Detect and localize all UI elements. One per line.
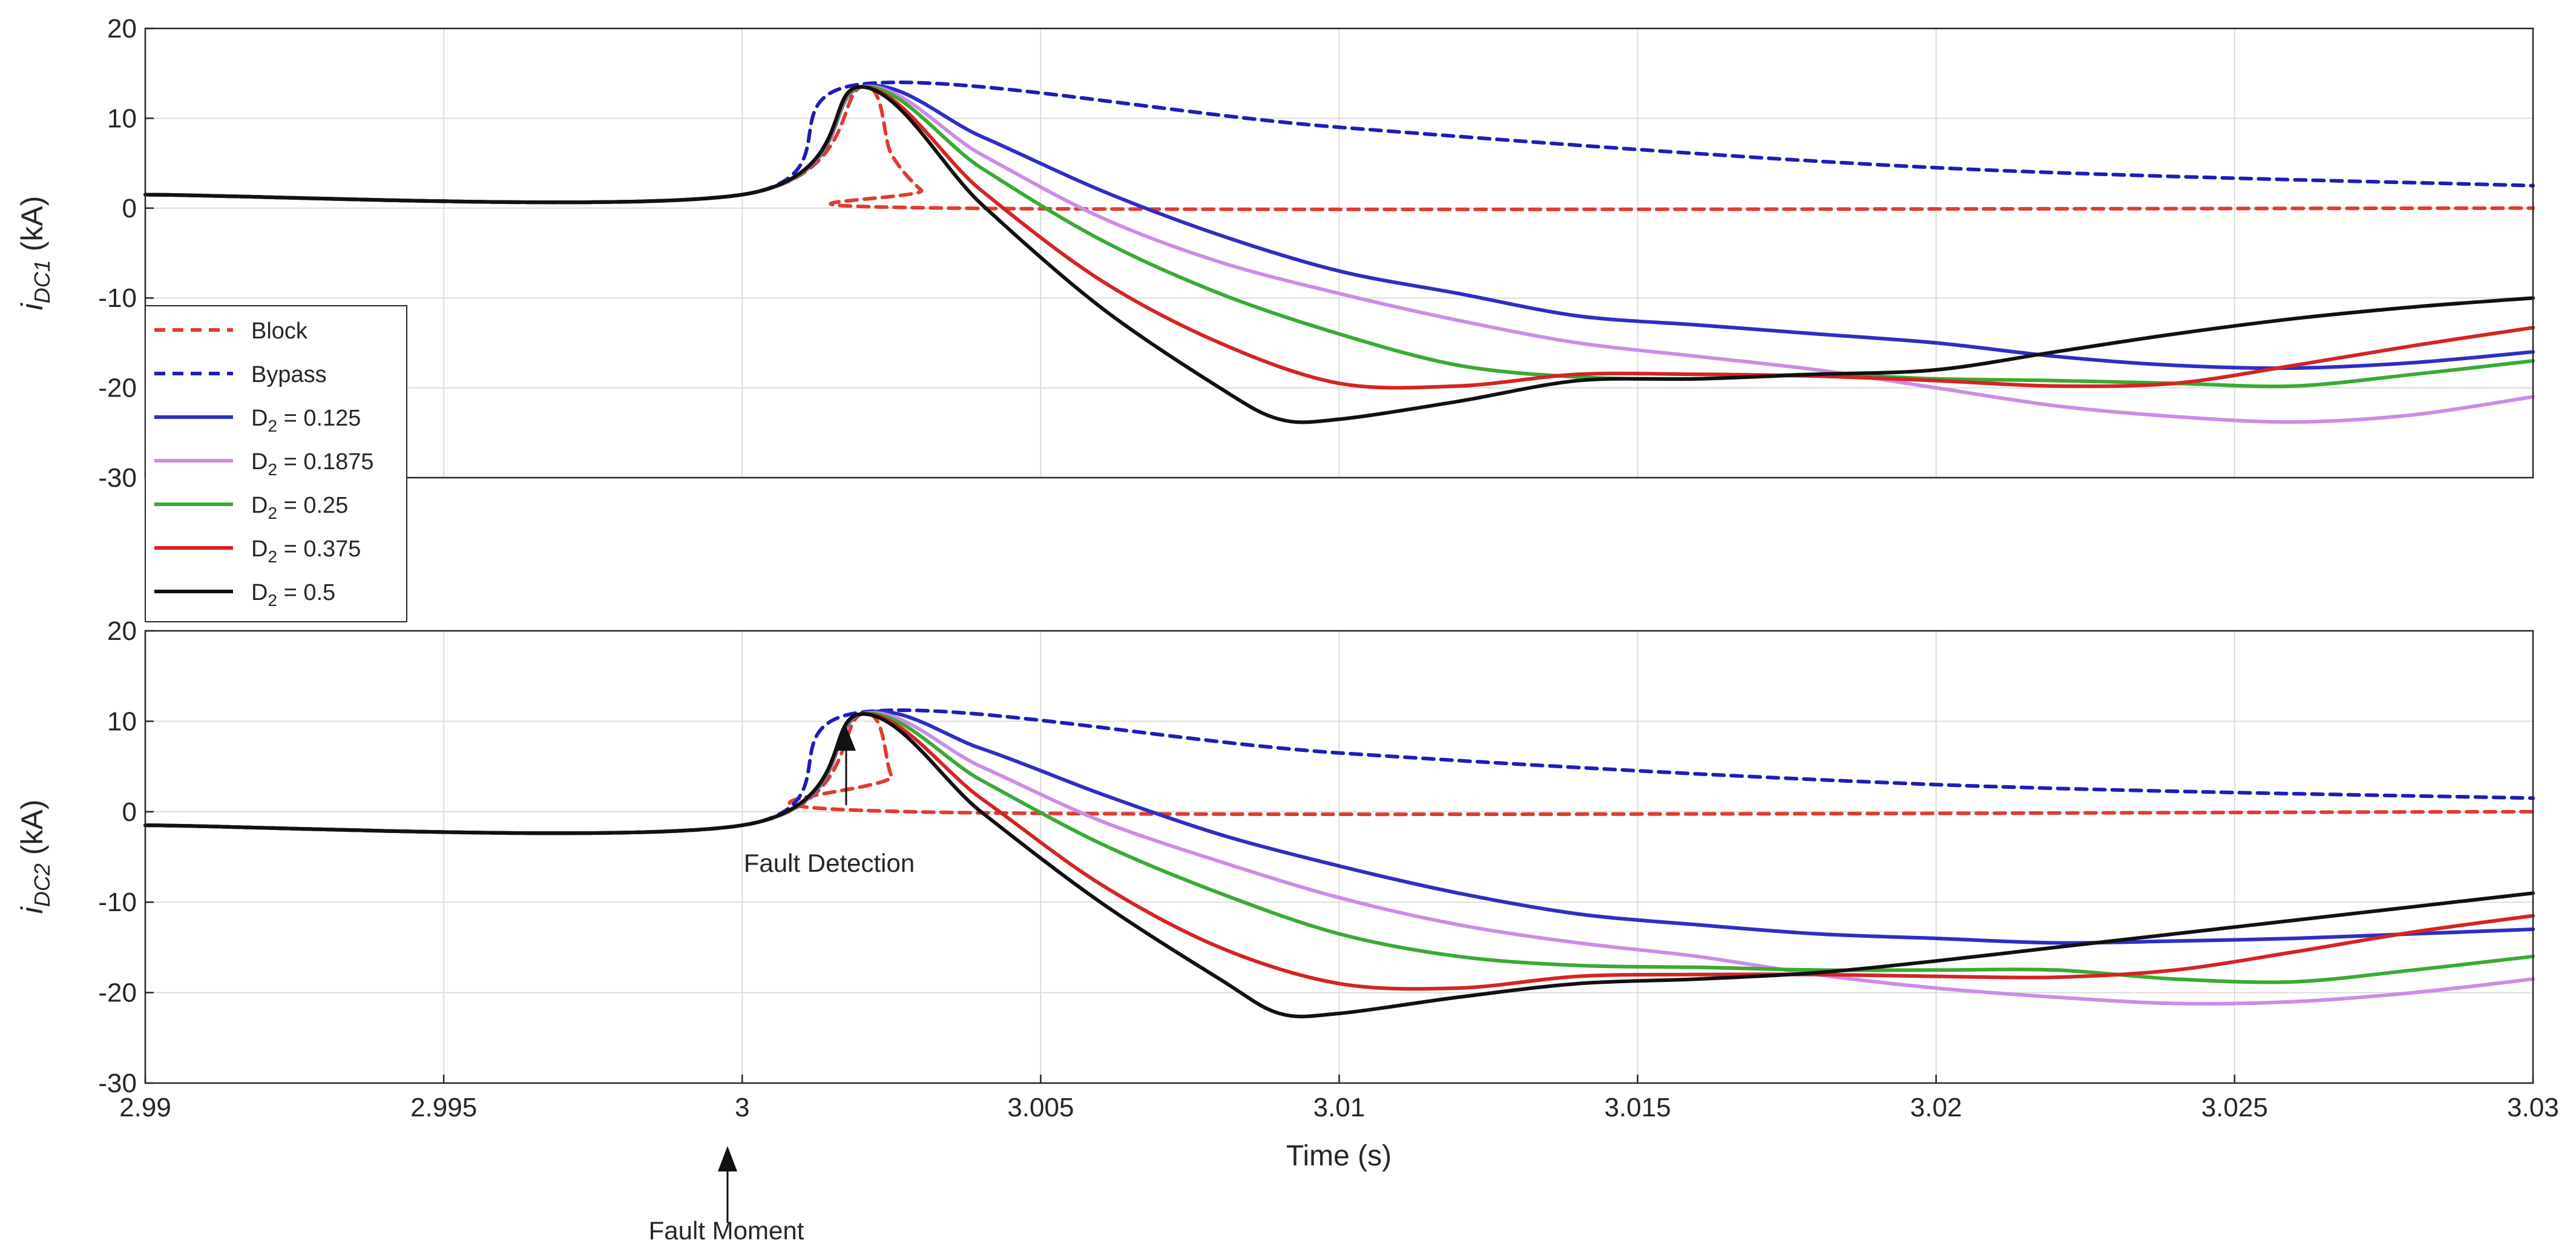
legend-label-1: Bypass: [251, 362, 327, 387]
bottom-ylabel-sub: DC2: [30, 863, 54, 907]
legend-label-main-2: D: [251, 406, 268, 431]
bottom-x-ticks: 2.99 2.995 3 3.005 3.01 3.015 3.02 3.025 3.03: [119, 1075, 2559, 1122]
bottom-xtick-label-2: 3: [735, 1093, 749, 1122]
fault-detection-arrowhead: [836, 726, 856, 751]
legend-label-5: D2 = 0.375: [251, 536, 361, 566]
legend-label-tail-5: = 0.375: [277, 536, 361, 562]
legend-label-main-0: Block: [251, 318, 308, 344]
bottom-ylabel-unit: (kA): [15, 800, 49, 864]
bottom-y-axis-label: iDC2 (kA): [15, 800, 54, 914]
legend-label-3: D2 = 0.1875: [251, 449, 374, 479]
bottom-xtick-label-8: 3.03: [2507, 1093, 2559, 1122]
bottom-xtick-label-5: 3.015: [1605, 1093, 1671, 1122]
bottom-y-ticks: 20 10 0 -10 -20 -30: [98, 616, 154, 1098]
legend-label-2: D2 = 0.125: [251, 406, 361, 435]
x-axis-label: Time (s): [1286, 1140, 1392, 1172]
top-ytick-label-2: 0: [122, 194, 137, 223]
legend-label-tail-2: = 0.125: [277, 406, 361, 431]
bottom-ytick-label-2: 0: [122, 797, 137, 827]
top-ytick-label-4: -20: [98, 374, 137, 403]
top-series-block: [143, 84, 2535, 211]
bottom-xtick-label-0: 2.99: [119, 1093, 171, 1122]
fault-moment-label: Fault Moment: [649, 1216, 804, 1245]
legend-label-main-3: D: [251, 449, 268, 475]
fault-detection-label: Fault Detection: [744, 849, 915, 877]
legend-label-main-1: Bypass: [251, 362, 327, 387]
legend-label-sub-5: 2: [268, 547, 277, 566]
legend-label-main-5: D: [251, 536, 268, 562]
top-y-ticks: 20 10 0 -10 -20 -30: [98, 14, 154, 493]
top-ylabel-main: i: [15, 302, 49, 310]
top-ylabel-unit: (kA): [15, 196, 49, 260]
top-series-d2-0-5: [143, 85, 2535, 424]
top-y-axis-label: iDC1 (kA): [15, 196, 54, 311]
top-axes: 20 10 0 -10 -20 -30 iDC1 (kA): [15, 14, 2535, 493]
top-ytick-label-3: -10: [98, 283, 137, 313]
bottom-ytick-label-1: 10: [107, 707, 137, 736]
top-ylabel-sub: DC1: [30, 260, 54, 303]
bottom-ytick-label-3: -10: [98, 888, 137, 917]
bottom-axes: 20 10 0 -10 -20 -30 2.99 2.995 3 3.005 3.01 3.015 3…: [15, 616, 2559, 1172]
bottom-ylabel-main: i: [15, 906, 49, 914]
legend-label-sub-3: 2: [268, 460, 277, 479]
top-axes-frame: [144, 27, 2534, 479]
bottom-ytick-label-5: -30: [98, 1069, 137, 1098]
top-ytick-label-1: 10: [107, 104, 137, 133]
legend-box: [145, 305, 407, 622]
top-ytick-label-5: -30: [98, 463, 137, 493]
annotations: Fault Detection Fault Moment: [649, 726, 915, 1245]
legend-label-0: Block: [251, 318, 308, 344]
bottom-ytick-label-4: -20: [98, 978, 137, 1008]
legend-label-tail-6: = 0.5: [277, 580, 335, 605]
legend-label-sub-6: 2: [268, 591, 277, 610]
legend-label-sub-2: 2: [268, 417, 277, 435]
top-series: [143, 81, 2535, 424]
bottom-xtick-label-1: 2.995: [410, 1093, 477, 1122]
legend-label-4: D2 = 0.25: [251, 493, 348, 522]
bottom-xtick-label-3: 3.005: [1007, 1093, 1074, 1122]
bottom-series-d2-0-5: [143, 712, 2535, 1019]
legend-label-main-6: D: [251, 580, 268, 605]
bottom-xtick-label-7: 3.025: [2201, 1093, 2268, 1122]
legend-label-tail-3: = 0.1875: [277, 449, 374, 475]
legend-label-6: D2 = 0.5: [251, 580, 335, 610]
legend-label-sub-4: 2: [268, 504, 277, 522]
legend-label-main-4: D: [251, 493, 268, 518]
bottom-xtick-label-4: 3.01: [1313, 1093, 1365, 1122]
top-ytick-label-0: 20: [107, 14, 137, 44]
legend-label-tail-4: = 0.25: [277, 493, 348, 518]
bottom-ytick-label-0: 20: [107, 616, 137, 646]
bottom-xtick-label-6: 3.02: [1910, 1093, 1962, 1122]
fault-moment-arrowhead: [718, 1146, 737, 1171]
